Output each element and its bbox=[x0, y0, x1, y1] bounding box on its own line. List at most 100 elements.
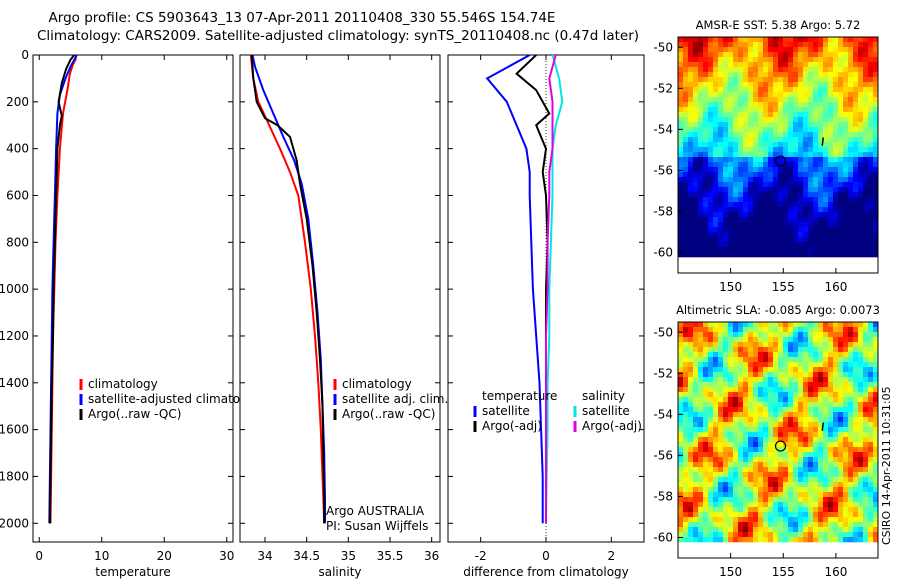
heatmap-cell bbox=[768, 502, 774, 508]
heatmap-cell bbox=[833, 252, 839, 258]
heatmap-cell bbox=[863, 212, 869, 218]
heatmap-cell bbox=[768, 467, 774, 473]
heatmap-cell bbox=[868, 452, 874, 458]
heatmap-cell bbox=[758, 152, 764, 158]
heatmap-cell bbox=[758, 212, 764, 218]
heatmap-cell bbox=[703, 392, 709, 398]
heatmap-cell bbox=[728, 492, 734, 498]
heatmap-cell bbox=[813, 52, 819, 58]
heatmap-cell bbox=[813, 532, 819, 538]
heatmap-cell bbox=[828, 157, 834, 163]
heatmap-cell bbox=[863, 362, 869, 368]
heatmap-cell bbox=[768, 62, 774, 68]
heatmap-cell bbox=[833, 342, 839, 348]
heatmap-cell bbox=[743, 502, 749, 508]
heatmap-cell bbox=[723, 442, 729, 448]
heatmap-cell bbox=[788, 482, 794, 488]
heatmap-cell bbox=[698, 92, 704, 98]
heatmap-cell bbox=[713, 352, 719, 358]
heatmap-cell bbox=[708, 327, 714, 333]
heatmap-cell bbox=[743, 332, 749, 338]
heatmap-cell bbox=[803, 432, 809, 438]
heatmap-cell bbox=[818, 537, 824, 543]
heatmap-cell bbox=[733, 132, 739, 138]
heatmap-cell bbox=[838, 457, 844, 463]
heatmap-cell bbox=[828, 192, 834, 198]
heatmap-cell bbox=[758, 422, 764, 428]
heatmap-cell bbox=[753, 372, 759, 378]
heatmap-cell bbox=[793, 212, 799, 218]
heatmap-cell bbox=[703, 37, 709, 43]
heatmap-cell bbox=[713, 452, 719, 458]
heatmap-cell bbox=[708, 462, 714, 468]
heatmap-cell bbox=[768, 507, 774, 513]
heatmap-cell bbox=[798, 172, 804, 178]
heatmap-cell bbox=[818, 92, 824, 98]
heatmap-cell bbox=[733, 42, 739, 48]
heatmap-cell bbox=[833, 92, 839, 98]
heatmap-cell bbox=[823, 427, 829, 433]
heatmap-cell bbox=[768, 382, 774, 388]
heatmap-cell bbox=[703, 187, 709, 193]
heatmap-cell bbox=[758, 87, 764, 93]
heatmap-cell bbox=[868, 187, 874, 193]
heatmap-cell bbox=[743, 472, 749, 478]
heatmap-cell bbox=[803, 217, 809, 223]
heatmap-cell bbox=[788, 342, 794, 348]
heatmap-cell bbox=[738, 327, 744, 333]
heatmap-cell bbox=[683, 522, 689, 528]
heatmap-cell bbox=[743, 87, 749, 93]
heatmap-cell bbox=[713, 492, 719, 498]
heatmap-cell bbox=[768, 337, 774, 343]
heatmap-cell bbox=[788, 487, 794, 493]
heatmap-cell bbox=[758, 117, 764, 123]
heatmap-cell bbox=[778, 202, 784, 208]
heatmap-cell bbox=[863, 387, 869, 393]
heatmap-cell bbox=[768, 182, 774, 188]
heatmap-cell bbox=[868, 232, 874, 238]
heatmap-cell bbox=[788, 162, 794, 168]
heatmap-cell bbox=[698, 377, 704, 383]
heatmap-cell bbox=[828, 102, 834, 108]
heatmap-cell bbox=[693, 112, 699, 118]
heatmap-cell bbox=[683, 492, 689, 498]
heatmap-cell bbox=[788, 82, 794, 88]
heatmap-cell bbox=[838, 497, 844, 503]
heatmap-cell bbox=[833, 117, 839, 123]
heatmap-cell bbox=[688, 517, 694, 523]
heatmap-cell bbox=[833, 452, 839, 458]
heatmap-cell bbox=[808, 137, 814, 143]
heatmap-cell bbox=[863, 417, 869, 423]
heatmap-cell bbox=[848, 527, 854, 533]
x-tick-label: 0 bbox=[35, 549, 43, 563]
heatmap-cell bbox=[678, 492, 684, 498]
heatmap-cell bbox=[678, 187, 684, 193]
heatmap-cell bbox=[683, 42, 689, 48]
heatmap-cell bbox=[873, 212, 879, 218]
heatmap-cell bbox=[768, 537, 774, 543]
heatmap-cell bbox=[813, 132, 819, 138]
heatmap-cell bbox=[723, 147, 729, 153]
heatmap-cell bbox=[678, 112, 684, 118]
heatmap-cell bbox=[793, 122, 799, 128]
heatmap-cell bbox=[788, 332, 794, 338]
heatmap-cell bbox=[693, 337, 699, 343]
heatmap-cell bbox=[678, 362, 684, 368]
heatmap-cell bbox=[823, 497, 829, 503]
heatmap-cell bbox=[868, 242, 874, 248]
heatmap-cell bbox=[768, 352, 774, 358]
heatmap-cell bbox=[748, 212, 754, 218]
heatmap-cell bbox=[763, 442, 769, 448]
heatmap-cell bbox=[778, 437, 784, 443]
heatmap-cell bbox=[858, 337, 864, 343]
heatmap-cell bbox=[708, 502, 714, 508]
heatmap-cell bbox=[763, 102, 769, 108]
heatmap-cell bbox=[713, 322, 719, 328]
heatmap-cell bbox=[848, 112, 854, 118]
heatmap-cell bbox=[838, 182, 844, 188]
heatmap-cell bbox=[703, 517, 709, 523]
heatmap-cell bbox=[823, 472, 829, 478]
heatmap-cell bbox=[833, 387, 839, 393]
heatmap-cell bbox=[693, 152, 699, 158]
heatmap-cell bbox=[823, 87, 829, 93]
